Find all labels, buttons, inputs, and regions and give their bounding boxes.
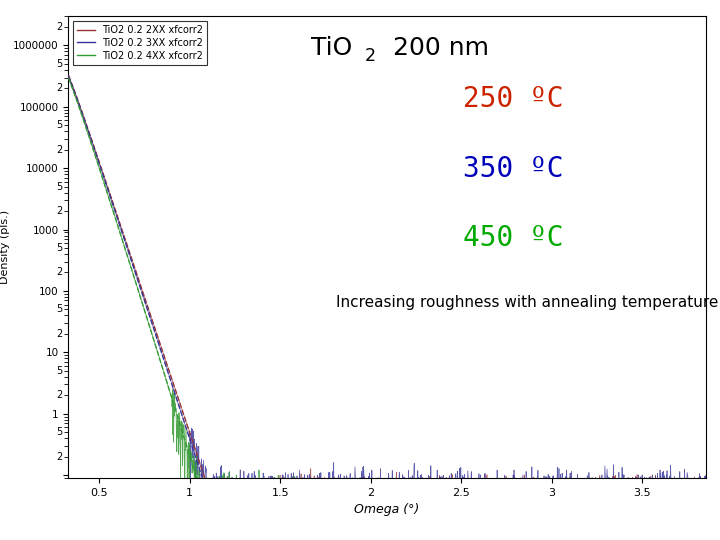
Text: 5: 5 <box>55 305 62 314</box>
Text: 5: 5 <box>55 366 62 376</box>
Text: 2: 2 <box>55 390 62 400</box>
Text: 2: 2 <box>55 83 62 93</box>
Legend: TiO2 0.2 2XX xfcorr2, TiO2 0.2 3XX xfcorr2, TiO2 0.2 4XX xfcorr2: TiO2 0.2 2XX xfcorr2, TiO2 0.2 3XX xfcor… <box>73 21 207 65</box>
Text: 200 nm: 200 nm <box>377 36 490 59</box>
Text: 2: 2 <box>55 206 62 216</box>
Text: 2: 2 <box>55 267 62 278</box>
Text: 5: 5 <box>55 59 62 69</box>
Text: 5: 5 <box>55 181 62 192</box>
Text: 2: 2 <box>55 451 62 462</box>
Text: 250 ºC: 250 ºC <box>464 85 564 113</box>
Text: 5: 5 <box>55 243 62 253</box>
Text: 2: 2 <box>365 47 376 65</box>
Text: 2: 2 <box>55 145 62 155</box>
X-axis label: Omega (°): Omega (°) <box>354 503 420 516</box>
Text: 5: 5 <box>55 120 62 130</box>
Text: Increasing roughness with annealing temperature: Increasing roughness with annealing temp… <box>336 295 719 310</box>
Text: 450 ºC: 450 ºC <box>464 224 564 252</box>
Text: 5: 5 <box>55 427 62 437</box>
Y-axis label: Density (pls.): Density (pls.) <box>0 210 10 284</box>
Text: 2: 2 <box>55 22 62 32</box>
Text: 2: 2 <box>55 329 62 339</box>
Text: 350 ºC: 350 ºC <box>464 154 564 183</box>
Text: TiO: TiO <box>310 36 352 59</box>
